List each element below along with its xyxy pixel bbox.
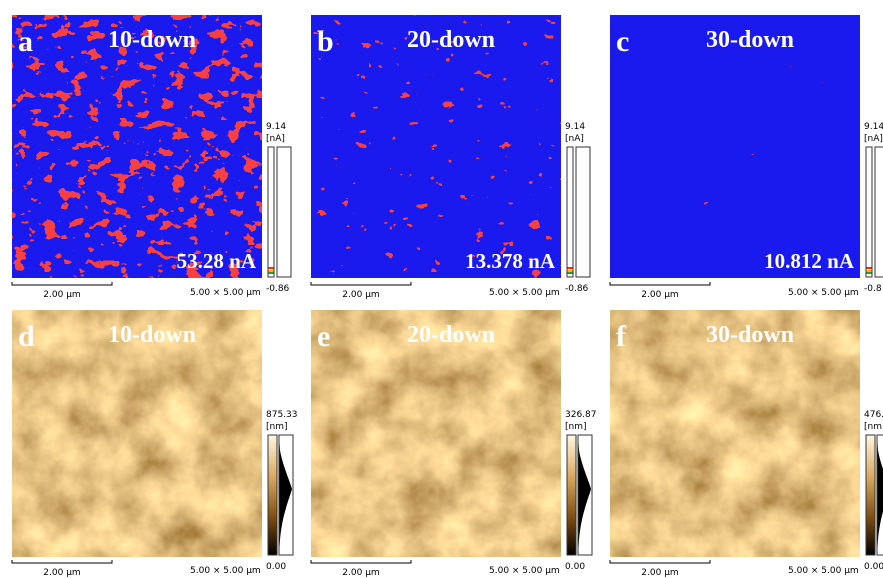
colorbar-histogram <box>874 146 883 278</box>
colorbar-min: 0.00 <box>565 562 585 572</box>
scale-bar <box>11 560 113 564</box>
panel-title: 20-down <box>407 27 495 53</box>
colorbar-min: 0.00 <box>266 562 286 572</box>
scan-size: 5.00 × 5.00 µm <box>190 288 261 298</box>
colorbar-color <box>866 270 872 272</box>
current-value: 53.28 nA <box>177 249 257 273</box>
panel-title: 30-down <box>706 322 794 348</box>
scan-size: 5.00 × 5.00 µm <box>190 566 261 576</box>
scale-bar <box>609 560 711 564</box>
colorbar-max: 9.14 <box>565 122 585 132</box>
panel-title: 30-down <box>706 27 794 53</box>
scale-bar-label: 2.00 µm <box>342 568 379 578</box>
scale-bar-label: 2.00 µm <box>43 568 80 578</box>
colorbar <box>865 146 873 278</box>
image <box>311 15 561 278</box>
colorbar-histogram <box>575 146 591 278</box>
scale-bar-label: 2.00 µm <box>43 290 80 300</box>
image <box>610 310 860 557</box>
colorbar-color <box>268 270 274 272</box>
colorbar-color <box>567 272 573 274</box>
colorbar-histogram-frame <box>577 434 593 556</box>
colorbar-max: 9.14 <box>864 122 883 132</box>
colorbar-unit: [nA] <box>864 134 883 144</box>
panel: a 10-down 53.28 nA 9.14 [nA] -0.86 2.00 µm 5.00… <box>11 15 292 300</box>
panel-label: e <box>317 320 330 353</box>
scale-bar <box>11 282 113 286</box>
scale-bar-label: 2.00 µm <box>641 290 678 300</box>
panel-label: f <box>616 320 627 353</box>
colorbar <box>865 434 876 556</box>
colorbar-color <box>866 272 872 274</box>
panel: b 20-down 13.378 nA 9.14 [nA] -0.86 2.00 µm 5.0… <box>310 15 591 300</box>
colorbar <box>267 434 278 556</box>
scan-size: 5.00 × 5.00 µm <box>489 566 560 576</box>
image <box>610 15 860 278</box>
colorbar-unit: [nA] <box>565 134 584 144</box>
colorbar-max: 476.3 <box>864 410 883 420</box>
colorbar-color <box>268 272 274 274</box>
colorbar-histogram <box>877 435 883 555</box>
panel-title: 10-down <box>108 322 196 348</box>
panel-title: 20-down <box>407 322 495 348</box>
scale-bar-label: 2.00 µm <box>641 568 678 578</box>
scale-bar-label: 2.00 µm <box>342 290 379 300</box>
colorbar-color <box>866 267 872 269</box>
panel: c 30-down 10.812 nA 9.14 [nA] -0.8 2.00 µm 5.00… <box>609 15 883 300</box>
scan-size: 5.00 × 5.00 µm <box>788 288 859 298</box>
colorbar-unit: [nm] <box>864 422 883 432</box>
colorbar-min: -0.86 <box>266 284 290 294</box>
colorbar-min: 0.00 <box>864 562 883 572</box>
colorbar-max: 875.33 <box>266 410 298 420</box>
colorbar-color <box>567 270 573 272</box>
panel-label: d <box>18 320 35 353</box>
panel-label: a <box>18 25 33 58</box>
scale-bar <box>310 282 412 286</box>
colorbar-histogram <box>276 146 292 278</box>
current-value: 10.812 nA <box>764 249 855 273</box>
scan-size: 5.00 × 5.00 µm <box>489 288 560 298</box>
colorbar <box>267 146 275 278</box>
scale-bar <box>310 560 412 564</box>
scan-size: 5.00 × 5.00 µm <box>788 566 859 576</box>
colorbar-unit: [nm] <box>266 422 288 432</box>
panel: f 30-down 476.3 [nm] 0.00 2.00 µm 5.00 × 5.00 … <box>609 310 883 578</box>
image <box>12 15 262 278</box>
colorbar-max: 9.14 <box>266 122 286 132</box>
image <box>12 310 262 557</box>
colorbar <box>566 434 577 556</box>
scale-bar <box>609 282 711 286</box>
colorbar-histogram <box>279 435 292 555</box>
colorbar-histogram-frame <box>876 434 883 556</box>
colorbar-color <box>567 267 573 269</box>
colorbar-unit: [nA] <box>266 134 285 144</box>
colorbar-max: 326.87 <box>565 410 597 420</box>
image <box>311 310 561 557</box>
current-value: 13.378 nA <box>465 249 556 273</box>
colorbar-histogram-frame <box>278 434 294 556</box>
colorbar-min: -0.8 <box>864 284 882 294</box>
panel-label: b <box>317 25 334 58</box>
panel-title: 10-down <box>108 27 196 53</box>
colorbar-unit: [nm] <box>565 422 587 432</box>
colorbar-min: -0.86 <box>565 284 589 294</box>
panel-label: c <box>616 25 629 58</box>
colorbar-histogram <box>578 435 591 555</box>
colorbar <box>566 146 574 278</box>
panel: e 20-down 326.87 [nm] 0.00 2.00 µm 5.00 × 5.00… <box>310 310 597 578</box>
colorbar-color <box>268 267 274 269</box>
panel: d 10-down 875.33 [nm] 0.00 2.00 µm 5.00 × 5.00… <box>11 310 298 578</box>
